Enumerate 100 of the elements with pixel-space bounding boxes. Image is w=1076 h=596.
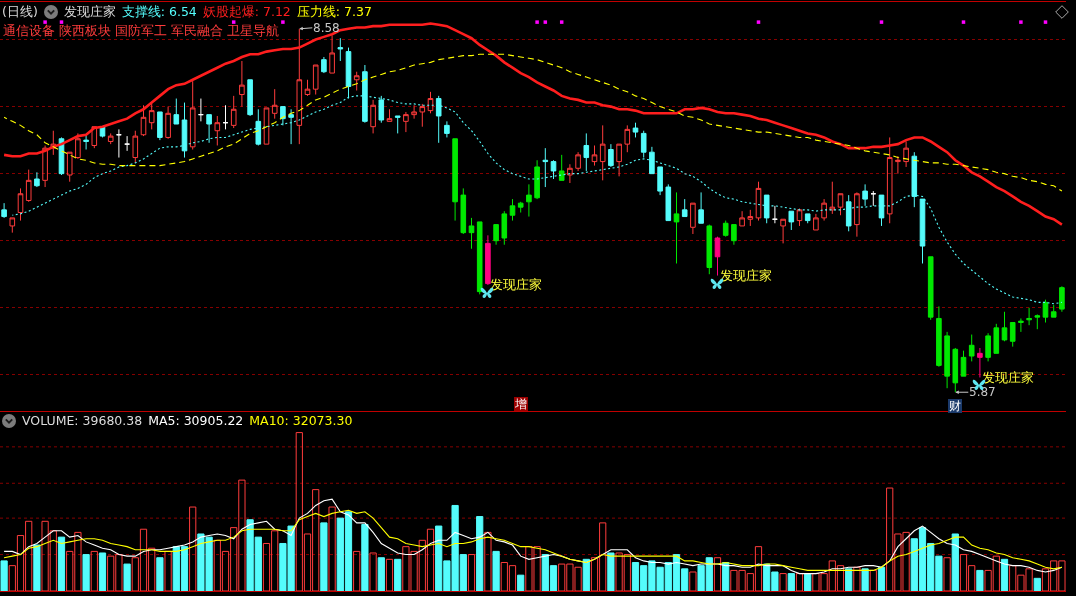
bar [320,522,328,591]
chart-title: VOLUME: 39680.38 [22,413,143,429]
bar [951,533,959,591]
text: MA5: 30905.22 [148,413,244,429]
bar [853,566,861,591]
bar [607,552,615,591]
bar [369,552,377,591]
candlestick [608,143,614,168]
candlestick [222,104,229,130]
candlestick [1001,311,1008,342]
candlestick [878,194,885,227]
bar [0,560,8,591]
candlestick [34,171,40,188]
candlestick [911,151,918,208]
bar [689,571,697,591]
candlestick [140,104,147,137]
bar [90,550,98,591]
candlestick [1,202,7,219]
candlestick [927,256,934,321]
candlestick [821,198,827,222]
bar [98,552,107,591]
candlestick [1018,317,1024,333]
candlestick [829,181,836,215]
candlestick [263,107,270,145]
candlestick [903,140,909,168]
bar [779,573,787,591]
candlestick [132,130,139,164]
bar [394,558,402,591]
candlestick [83,134,89,151]
bar [377,557,385,591]
candlestick [985,332,991,362]
bar [943,557,951,591]
bar [787,573,795,591]
candlestick [198,98,204,122]
candlestick [714,236,721,277]
candlestick [870,190,877,207]
candlestick [550,159,557,180]
candlestick [1059,285,1065,313]
candlestick [968,334,975,362]
candlestick [247,79,253,117]
candlestick [1042,299,1049,323]
candlestick [239,60,245,108]
bar [1033,577,1041,591]
candlestick [468,217,475,250]
annotation: 财 [948,399,963,413]
candlestick [780,218,786,244]
bar [476,516,484,591]
candlestick [452,138,458,222]
candlestick [977,347,983,378]
bar [328,506,336,591]
candlestick [731,224,737,246]
candlestick [9,217,16,234]
bar [361,523,369,591]
candlestick [509,198,516,222]
annotation: 通信设备 陕西板块 国防军工 军民融合 卫星导航 [3,23,279,39]
bar [353,550,361,591]
candlestick [747,209,754,227]
candlestick [599,124,606,181]
candlestick [936,305,942,368]
candlestick [854,191,860,238]
candlestick [1009,322,1016,348]
candlestick [107,132,114,145]
text: 支撑线: 6.54 [121,4,197,20]
candlestick [690,202,696,235]
annotation: 发现庄家 [490,277,542,292]
chart-title: (日线) [2,4,38,20]
annotation: 5.87 [969,385,996,399]
candlestick [493,224,499,246]
candlestick [517,201,524,214]
bar [33,544,41,591]
candlestick [804,213,811,224]
bar [57,536,66,591]
candlestick [591,144,598,167]
candlestick [632,122,639,138]
candlestick [403,111,409,133]
bar [164,550,172,591]
annotation: 发现庄家 [720,268,772,283]
candlestick [1034,313,1041,330]
candlestick [460,187,467,235]
candlestick [616,143,622,177]
candlestick [993,323,1000,354]
candlestick [1050,304,1057,318]
candlestick [755,181,762,222]
bar [713,557,722,591]
candlestick [640,130,647,159]
candlestick [353,71,360,91]
candlestick [862,183,868,207]
bar [582,558,590,591]
bar [492,550,500,591]
candlestick [583,132,590,172]
candlestick [91,126,98,149]
candlestick [895,155,901,175]
bar [1000,558,1009,591]
candlestick [706,224,713,275]
candlestick [501,210,508,246]
candlestick [329,35,335,74]
candlestick [772,205,778,224]
bar [804,573,812,591]
candlestick [796,208,803,227]
candlestick [321,56,327,74]
